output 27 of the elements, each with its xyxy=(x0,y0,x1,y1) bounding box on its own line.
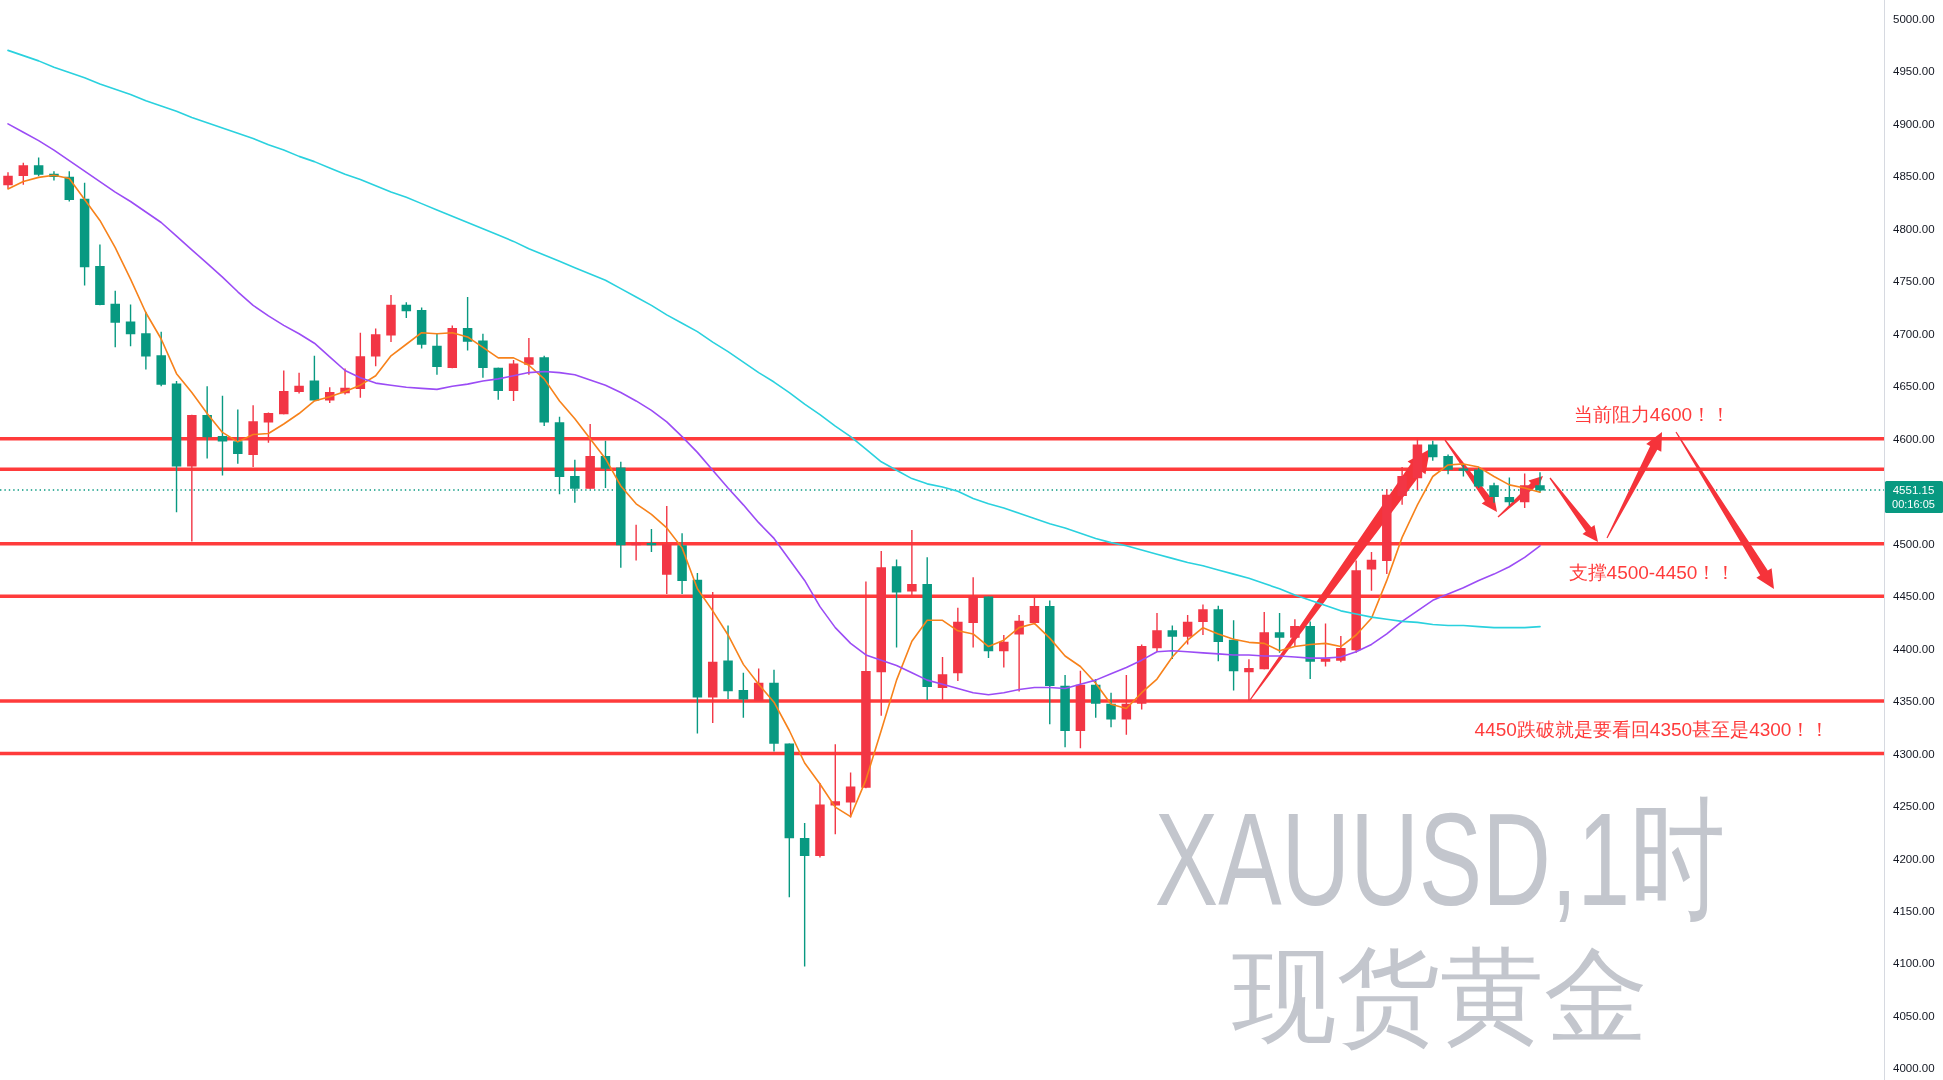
ref-line-label: 当前阻力4600！！ xyxy=(1573,404,1731,426)
tick-label: 4000.00 xyxy=(1893,1062,1935,1075)
tick-label: 4800.00 xyxy=(1893,222,1935,235)
price-tag-label: 4551.15 xyxy=(1892,484,1935,496)
annotation: 00:16:05 xyxy=(1892,498,1935,510)
ref-line-label: 4450跌破就是要看回4350甚至是4300！！ xyxy=(1474,719,1830,741)
tick-label: 4250.00 xyxy=(1893,800,1935,813)
tick-label: 4900.00 xyxy=(1893,117,1935,130)
tick-label: 5000.00 xyxy=(1893,12,1935,25)
tick-label: 4750.00 xyxy=(1893,275,1935,288)
tick-label: 4600.00 xyxy=(1893,432,1935,445)
tick-label: 4150.00 xyxy=(1893,905,1935,917)
tick-label: 4100.00 xyxy=(1893,957,1935,970)
tick-label: 4450.00 xyxy=(1893,590,1935,603)
tick-label: 4700.00 xyxy=(1893,327,1935,340)
tick-label: 4200.00 xyxy=(1893,852,1935,865)
tick-label: 4300.00 xyxy=(1893,747,1935,760)
tick-label: 4850.00 xyxy=(1893,170,1935,183)
tick-label: 4050.00 xyxy=(1893,1010,1935,1022)
subtitle: 现货黄金 xyxy=(1232,938,1648,1054)
ref-line-label: 支撑4500-4450！！ xyxy=(1568,561,1736,583)
title: XAUUSD,1时 xyxy=(1154,785,1726,933)
tick-label: 4350.00 xyxy=(1893,695,1935,708)
tick-label: 4650.00 xyxy=(1893,380,1935,393)
tick-label: 4500.00 xyxy=(1893,537,1935,550)
tick-label: 4400.00 xyxy=(1893,642,1935,655)
tick-label: 4950.00 xyxy=(1893,65,1935,78)
